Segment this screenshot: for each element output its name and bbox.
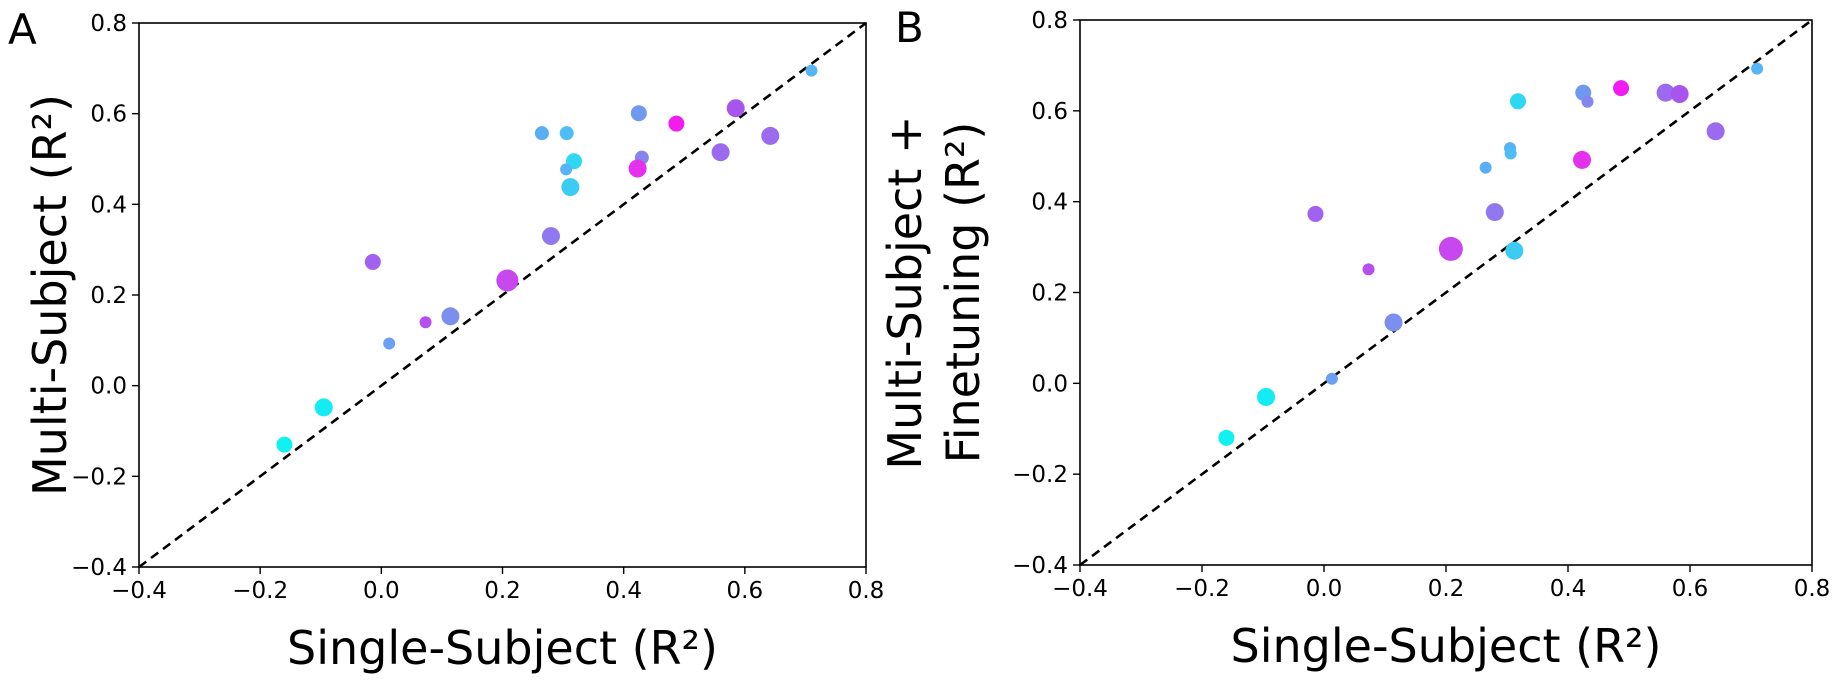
identity-line	[1079, 18, 1813, 567]
x-tick-label: 0.6	[1672, 576, 1709, 602]
y-tick-label: 0.2	[1031, 281, 1068, 307]
data-point	[1362, 263, 1375, 276]
x-axis-label: Single-Subject (R²)	[287, 621, 718, 675]
y-tick-label: −0.4	[71, 555, 127, 581]
y-tick-label: −0.2	[1012, 462, 1068, 488]
data-point	[711, 143, 730, 162]
x-tick-label: 0.2	[484, 578, 521, 604]
data-point	[1504, 147, 1517, 160]
x-tick-label: 0.4	[605, 578, 642, 604]
data-point	[1656, 83, 1675, 102]
data-point	[1218, 429, 1235, 446]
data-point	[1670, 85, 1689, 104]
x-tick-label: −0.2	[232, 578, 288, 604]
data-point	[560, 163, 573, 176]
x-tick-label: −0.4	[1052, 576, 1108, 602]
x-tick-label: 0.8	[1794, 576, 1831, 602]
data-point	[668, 115, 685, 132]
data-point	[314, 398, 333, 417]
data-point	[1384, 313, 1403, 332]
data-point	[628, 159, 647, 178]
y-tick-label: 0.4	[1031, 190, 1068, 216]
data-point	[1751, 62, 1764, 75]
y-axis-label: Multi-Subject (R²)	[23, 94, 77, 496]
x-tick-label: 0.2	[1428, 576, 1465, 602]
data-point	[441, 307, 460, 326]
y-tick-label: 0.6	[90, 102, 127, 128]
y-tick-label: 0.8	[90, 11, 127, 37]
data-point	[541, 227, 560, 246]
panel-label: B	[895, 3, 924, 52]
y-tick-label: 0.4	[90, 192, 127, 218]
data-point	[726, 99, 745, 118]
x-tick-label: 0.0	[1306, 576, 1343, 602]
data-point	[496, 269, 519, 292]
data-point	[383, 337, 396, 350]
x-tick-label: 0.4	[1550, 576, 1587, 602]
identity-line	[138, 21, 867, 569]
y-tick-label: 0.0	[1031, 371, 1068, 397]
x-tick-label: 0.6	[727, 578, 764, 604]
panel-a: −0.4 −0.2 0.0 0.2 0.4 0.6 0.8 −0.4 −0.2 0.0 0.2 0.4…	[8, 5, 884, 675]
data-point	[761, 126, 780, 145]
data-point	[1479, 161, 1492, 174]
x-axis-label: Single-Subject (R²)	[1231, 619, 1662, 673]
y-tick-label: 0.6	[1031, 99, 1068, 125]
scatter-points	[276, 64, 818, 453]
data-point	[805, 64, 818, 77]
data-point	[1581, 95, 1594, 108]
panel-b: −0.4 −0.2 0.0 0.2 0.4 0.6 0.8 −0.4 −0.2 0.0 0.2 0.4…	[878, 3, 1830, 673]
y-tick-label: 0.8	[1031, 8, 1068, 34]
data-point	[1485, 203, 1504, 222]
data-point	[1505, 241, 1524, 260]
data-point	[534, 126, 549, 141]
data-point	[1706, 122, 1725, 141]
y-tick-label: 0.2	[90, 283, 127, 309]
data-point	[364, 253, 381, 270]
data-point	[1509, 93, 1526, 110]
y-tick-label: −0.2	[71, 464, 127, 490]
data-point	[1438, 236, 1463, 261]
y-axis-label: Finetuning (R²)	[936, 122, 990, 464]
data-point	[276, 436, 293, 453]
data-point	[1573, 150, 1592, 169]
x-tick-label: −0.4	[111, 578, 167, 604]
data-point	[419, 316, 432, 329]
data-point	[1325, 372, 1338, 385]
x-tick-label: 0.0	[363, 578, 400, 604]
y-tick-label: 0.0	[90, 374, 127, 400]
data-point	[561, 178, 580, 197]
x-tick-label: 0.8	[848, 578, 885, 604]
scatter-points	[1218, 62, 1764, 446]
data-point	[630, 105, 647, 122]
data-point	[1257, 387, 1276, 406]
y-axis-label: Multi-Subject +	[878, 115, 932, 469]
data-point	[1613, 80, 1630, 97]
data-point	[559, 126, 574, 141]
data-point	[1307, 205, 1324, 222]
x-tick-label: −0.2	[1174, 576, 1230, 602]
y-tick-label: −0.4	[1012, 553, 1068, 579]
panel-label: A	[8, 5, 37, 54]
